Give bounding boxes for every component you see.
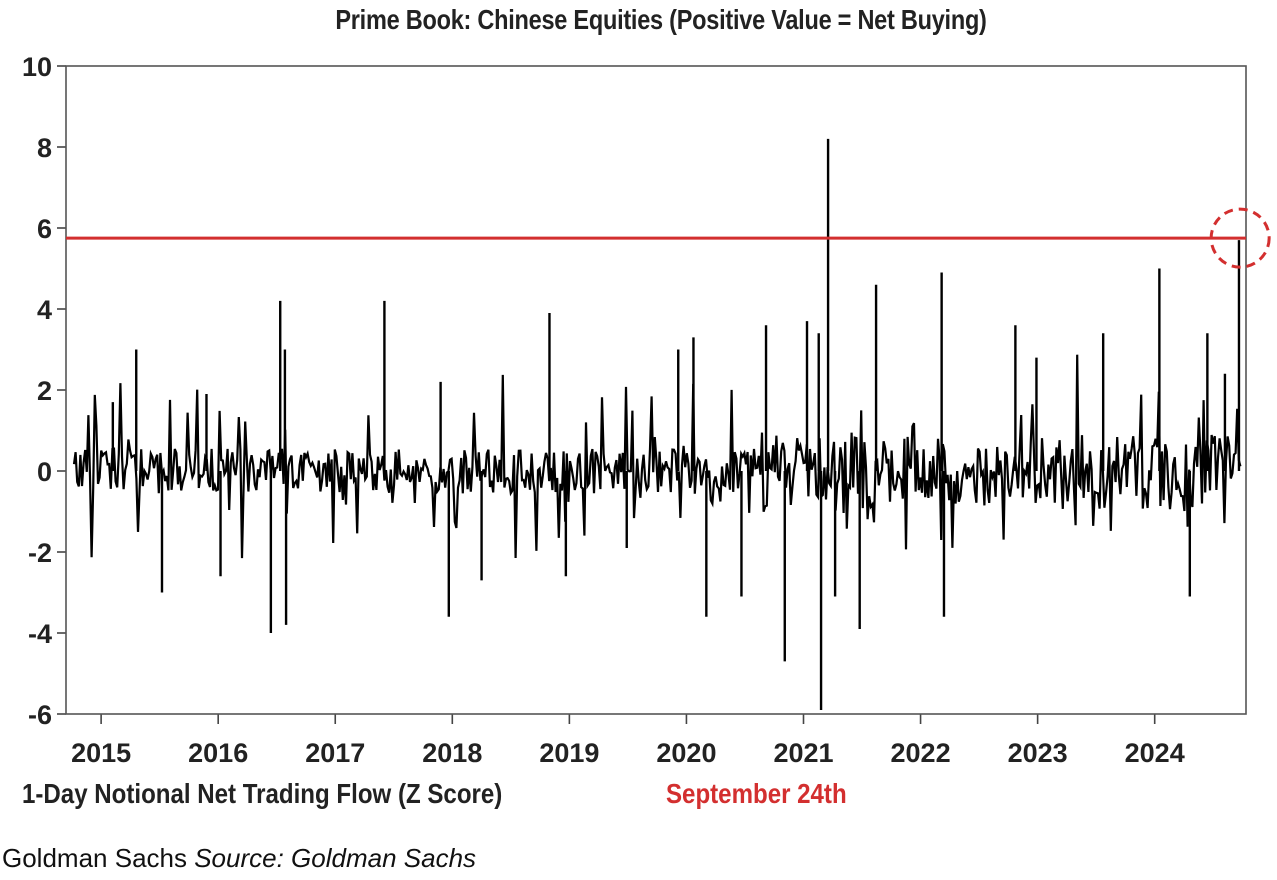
y-tick-label: 10 [22,52,52,82]
y-tick-label: 6 [37,214,52,244]
x-axis: 2015 2016 2017 2018 2019 2020 2021 2022 2023 2024 [71,714,1185,768]
y-tick-label: -6 [28,700,52,730]
x-tick-label: 2017 [305,738,365,768]
x-tick-label: 2021 [773,738,833,768]
x-tick-label: 2023 [1008,738,1068,768]
y-tick-label: 8 [37,133,52,163]
caption-source: Source: Goldman Sachs [194,843,477,873]
y-axis: 10 8 6 4 2 0 -2 -4 -6 [22,52,66,730]
y-tick-label: -4 [28,619,52,649]
caption: Goldman Sachs Source: Goldman Sachs [2,843,476,874]
highlight-circle [1209,207,1271,269]
plot-frame [65,65,1247,715]
series-noise [72,354,1242,559]
x-tick-label: 2018 [422,738,482,768]
x-axis-label: 1-Day Notional Net Trading Flow (Z Score… [22,778,503,809]
y-tick-label: 4 [37,295,52,325]
series-flow [72,138,1242,710]
y-tick-label: 0 [37,457,52,487]
x-tick-label: 2024 [1125,738,1185,768]
x-tick-label: 2019 [539,738,599,768]
x-tick-label: 2015 [71,738,131,768]
y-tick-label: 2 [37,376,52,406]
x-tick-label: 2016 [188,738,248,768]
x-tick-label: 2022 [891,738,951,768]
chart-title: Prime Book: Chinese Equities (Positive V… [335,4,987,35]
x-tick-label: 2020 [656,738,716,768]
caption-publisher: Goldman Sachs [2,843,187,873]
y-tick-label: -2 [28,538,52,568]
annotation-label: September 24th [666,778,847,809]
